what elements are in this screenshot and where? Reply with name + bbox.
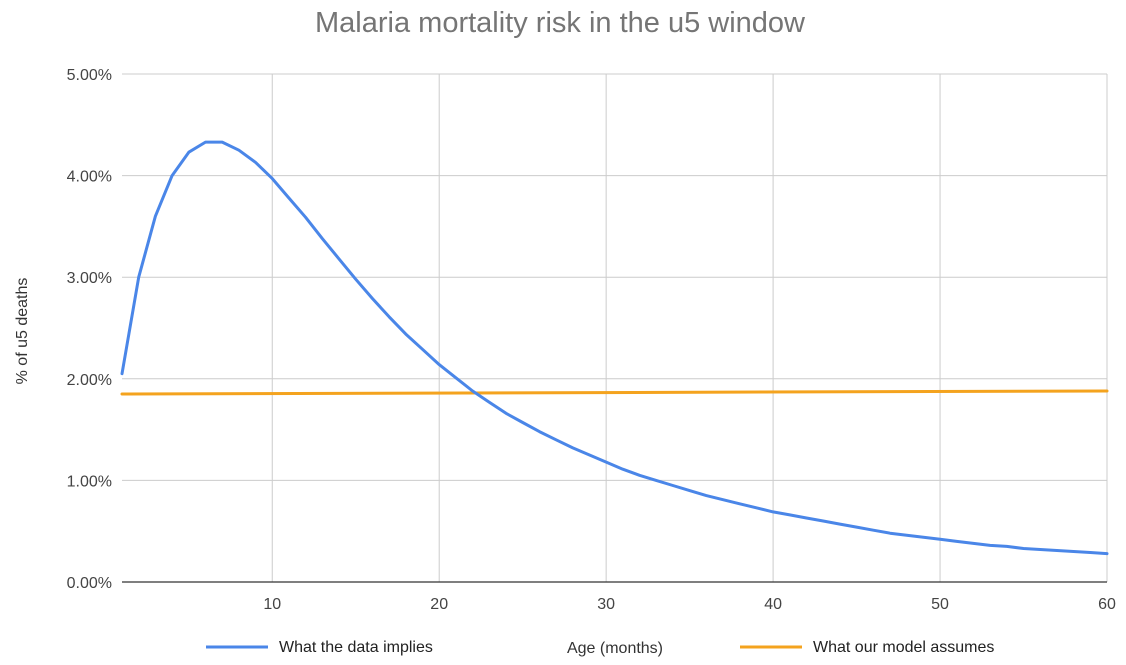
series-lines <box>120 140 1109 556</box>
y-tick-label: 0.00% <box>67 575 112 592</box>
x-tick-label: 40 <box>764 596 782 613</box>
x-tick-label: 10 <box>263 596 281 613</box>
x-axis-label: Age (months) <box>567 640 663 657</box>
x-tick-label: 30 <box>597 596 615 613</box>
x-tick-label: 50 <box>931 596 949 613</box>
y-tick-label: 1.00% <box>67 473 112 490</box>
x-gridlines <box>271 74 941 582</box>
legend-label-data: What the data implies <box>279 639 433 656</box>
y-tick-label: 5.00% <box>67 67 112 84</box>
legend-label-model: What our model assumes <box>813 639 994 656</box>
y-axis-ticks: 0.00% 1.00% 2.00% 3.00% 4.00% 5.00% <box>67 67 112 592</box>
legend: What the data implies Age (months) What … <box>206 639 994 657</box>
x-axis-ticks: 10 20 30 40 50 60 <box>263 596 1116 613</box>
series-line-model <box>120 389 1109 396</box>
y-gridlines <box>122 73 1108 582</box>
series-line-data <box>120 140 1109 556</box>
y-axis-label: % of u5 deaths <box>14 278 31 385</box>
y-tick-label: 4.00% <box>67 169 112 186</box>
x-tick-label: 20 <box>430 596 448 613</box>
y-tick-label: 3.00% <box>67 270 112 287</box>
chart-title: Malaria mortality risk in the u5 window <box>315 7 806 39</box>
y-tick-label: 2.00% <box>67 372 112 389</box>
x-tick-label: 60 <box>1098 596 1116 613</box>
